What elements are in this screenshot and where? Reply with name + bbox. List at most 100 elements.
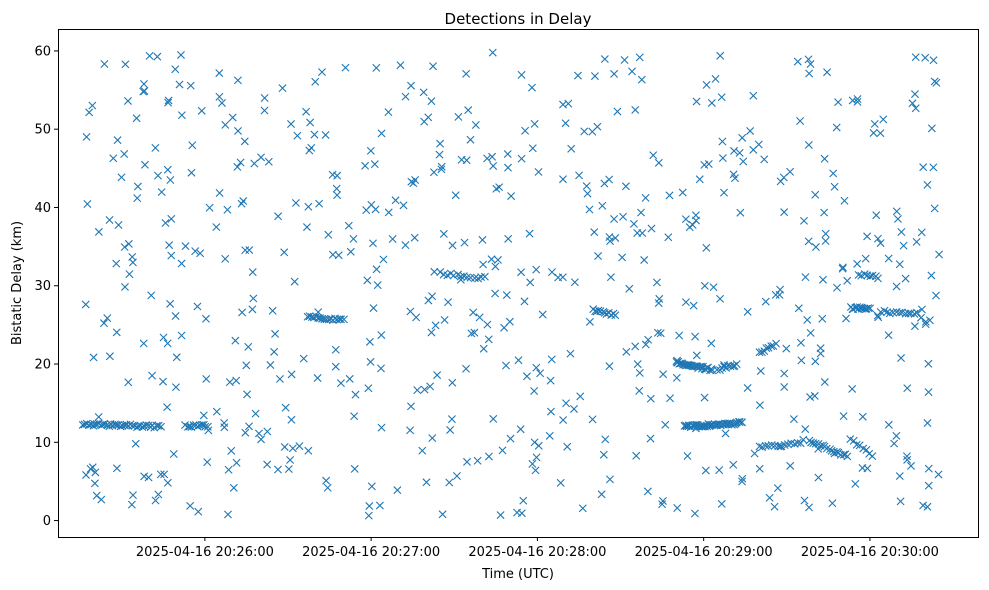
detection-point [578, 504, 587, 513]
detection-point [147, 291, 156, 300]
detection-point [361, 161, 370, 170]
detection-point [420, 385, 429, 394]
detection-point [231, 336, 240, 345]
detection-point [806, 393, 815, 402]
detection-point [131, 439, 140, 448]
detection-point [103, 314, 112, 323]
detection-point [665, 191, 674, 200]
detection-point [570, 404, 579, 413]
detection-point [884, 420, 893, 429]
detection-point [707, 339, 716, 348]
detection-point [632, 451, 641, 460]
detection-point [142, 421, 151, 430]
detection-point [746, 126, 755, 135]
detection-point [120, 282, 129, 291]
detection-point [310, 130, 319, 139]
detection-point [873, 234, 882, 243]
detection-point [478, 235, 487, 244]
detection-point [517, 154, 526, 163]
detection-point [164, 98, 173, 107]
detection-point [280, 248, 289, 257]
detection-point [801, 425, 810, 434]
detection-point [257, 153, 266, 162]
detection-point [732, 360, 741, 369]
detection-point [275, 374, 284, 383]
detection-point [532, 265, 541, 274]
detection-point [919, 501, 928, 510]
detection-point [715, 466, 724, 475]
detection-point [388, 235, 397, 243]
detection-point [806, 328, 815, 337]
detection-point [517, 70, 526, 79]
detection-point [816, 344, 825, 353]
detection-point [853, 259, 862, 268]
detection-point [215, 188, 224, 197]
detection-point [365, 502, 374, 511]
detection-point [493, 255, 502, 264]
detection-point [530, 119, 539, 128]
detection-point [437, 162, 446, 171]
detection-point [786, 461, 795, 470]
detection-point [124, 239, 133, 248]
detection-point [923, 419, 932, 428]
detection-point [203, 458, 212, 467]
detection-point [166, 299, 175, 308]
detection-point [260, 93, 269, 102]
detection-point [834, 98, 843, 107]
detection-point [88, 463, 97, 472]
detection-point [407, 81, 416, 90]
detection-point [291, 198, 300, 207]
detection-point [519, 496, 528, 505]
detection-point [363, 276, 372, 285]
detection-point [462, 156, 471, 165]
detection-point [257, 435, 266, 444]
detection-point [653, 328, 662, 337]
detection-point [462, 69, 471, 78]
detection-point [302, 223, 311, 232]
detection-point [927, 124, 936, 133]
detection-point [191, 247, 200, 256]
detection-point [620, 56, 629, 65]
detection-point [105, 216, 114, 224]
detection-point [610, 214, 619, 223]
detection-point [299, 354, 308, 363]
detection-point [811, 357, 820, 366]
detection-point [94, 412, 103, 421]
detection-point [711, 74, 720, 83]
detection-point [223, 205, 232, 214]
detection-point [484, 335, 493, 344]
detection-point [702, 243, 711, 252]
detection-point [109, 154, 118, 163]
detection-point [700, 160, 709, 169]
detection-point [717, 93, 726, 102]
detection-point [838, 264, 847, 273]
detection-point [264, 157, 273, 166]
detection-point [491, 289, 500, 298]
detection-point [430, 267, 439, 276]
detection-point [128, 421, 137, 430]
detection-point [371, 205, 380, 214]
detection-point [793, 438, 802, 447]
detection-point [800, 216, 808, 225]
detection-point [796, 117, 805, 126]
detection-point [794, 304, 803, 313]
detection-point [829, 169, 838, 178]
detection-point [716, 51, 725, 60]
detection-point [738, 477, 747, 486]
detection-point [879, 115, 888, 124]
detection-point [426, 382, 435, 391]
detection-point [406, 426, 415, 435]
detection-point [860, 270, 869, 279]
detection-point [232, 376, 241, 385]
detection-point [81, 300, 90, 309]
detection-point [433, 371, 442, 380]
detection-point [832, 448, 841, 456]
detection-point [236, 158, 245, 167]
detection-point [281, 403, 290, 412]
detection-point [506, 434, 515, 443]
detection-point [907, 461, 915, 470]
detection-point [419, 88, 428, 97]
detection-point [641, 193, 650, 202]
detection-point [123, 96, 132, 105]
detection-point [514, 356, 523, 365]
